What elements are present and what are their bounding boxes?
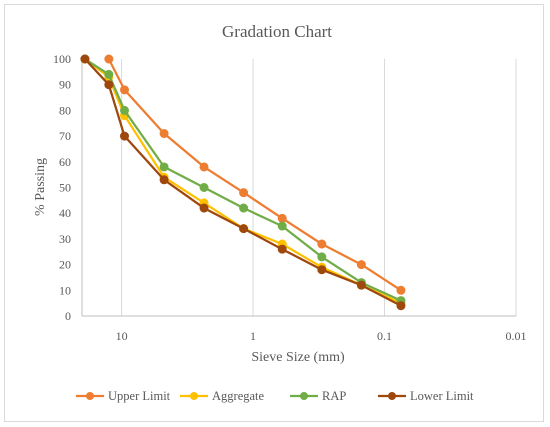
- data-point-upper-limit: [317, 239, 327, 249]
- data-point-lower-limit: [80, 54, 90, 64]
- data-point-lower-limit: [199, 203, 209, 213]
- legend-item-upper-limit: Upper Limit: [76, 389, 171, 403]
- series-line-aggregate: [84, 58, 402, 305]
- data-point-rap: [317, 252, 327, 262]
- data-point-lower-limit: [317, 265, 327, 275]
- x-tick-labels: 10 1 0.1 0.01: [116, 329, 527, 343]
- series-line-lower-limit: [84, 58, 402, 307]
- legend-item-rap: RAP: [290, 389, 346, 403]
- y-tick-label: 80: [59, 103, 71, 117]
- data-point-lower-limit: [396, 301, 406, 311]
- series-line-upper-limit: [107, 58, 402, 292]
- legend-item-aggregate: Aggregate: [180, 389, 265, 403]
- legend-item-lower-limit: Lower Limit: [378, 389, 474, 403]
- series-upper-limit: [104, 54, 406, 295]
- y-tick-label: 40: [59, 206, 71, 220]
- data-point-upper-limit: [199, 162, 209, 172]
- y-axis-label: % Passing: [33, 158, 48, 216]
- series-lines: [80, 54, 406, 311]
- x-tick-label: 0.1: [377, 329, 392, 343]
- legend-marker-rap: [300, 392, 308, 400]
- y-tick-label: 20: [59, 258, 71, 272]
- y-tick-label: 90: [59, 78, 71, 92]
- y-tick-label: 100: [53, 52, 71, 66]
- series-aggregate: [80, 54, 406, 308]
- y-tick-label: 0: [65, 309, 71, 323]
- legend-marker-aggregate: [190, 392, 198, 400]
- gridlines: [81, 59, 517, 317]
- data-point-rap: [104, 69, 114, 79]
- data-point-lower-limit: [277, 244, 287, 254]
- legend-label-upper-limit: Upper Limit: [108, 389, 171, 403]
- data-point-upper-limit: [356, 260, 366, 270]
- data-point-lower-limit: [120, 131, 130, 141]
- data-point-lower-limit: [356, 280, 366, 290]
- data-point-lower-limit: [239, 224, 249, 234]
- data-point-rap: [239, 203, 249, 213]
- y-tick-label: 70: [59, 129, 71, 143]
- legend: Upper Limit Aggregate RAP Lower Limit: [76, 389, 474, 403]
- x-tick-label: 10: [116, 329, 128, 343]
- data-point-lower-limit: [104, 80, 114, 90]
- y-tick-labels: 0 10 20 30 40 50 60 70 80 90 100: [53, 52, 71, 323]
- data-point-rap: [159, 162, 169, 172]
- data-point-upper-limit: [396, 285, 406, 295]
- x-axis-label: Sieve Size (mm): [251, 350, 345, 365]
- y-tick-label: 30: [59, 232, 71, 246]
- y-tick-label: 50: [59, 181, 71, 195]
- y-tick-label: 60: [59, 155, 71, 169]
- chart-title: Gradation Chart: [222, 22, 332, 41]
- data-point-upper-limit: [277, 213, 287, 223]
- y-tick-label: 10: [59, 283, 71, 297]
- x-tick-label: 1: [250, 329, 256, 343]
- series-rap: [80, 54, 406, 306]
- data-point-upper-limit: [159, 129, 169, 139]
- data-point-rap: [277, 221, 287, 231]
- data-point-upper-limit: [104, 54, 114, 64]
- data-point-lower-limit: [159, 175, 169, 185]
- series-line-rap: [84, 58, 402, 302]
- legend-label-lower-limit: Lower Limit: [410, 389, 474, 403]
- series-lower-limit: [80, 54, 406, 311]
- data-point-rap: [199, 183, 209, 192]
- data-point-rap: [120, 105, 130, 115]
- legend-marker-lower-limit: [388, 392, 396, 400]
- legend-label-rap: RAP: [322, 389, 346, 403]
- legend-marker-upper-limit: [86, 392, 94, 400]
- legend-label-aggregate: Aggregate: [212, 389, 265, 403]
- x-tick-label: 0.01: [506, 329, 527, 343]
- data-point-upper-limit: [120, 85, 130, 95]
- data-point-upper-limit: [239, 188, 249, 198]
